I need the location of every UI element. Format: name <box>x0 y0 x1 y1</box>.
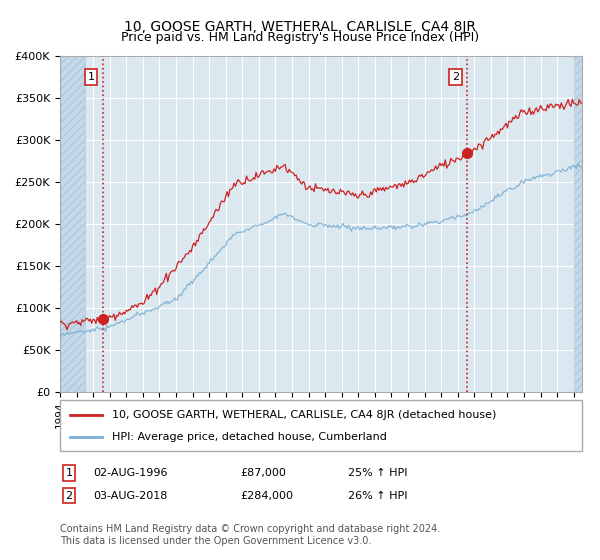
Text: HPI: Average price, detached house, Cumberland: HPI: Average price, detached house, Cumb… <box>112 432 387 442</box>
Text: 10, GOOSE GARTH, WETHERAL, CARLISLE, CA4 8JR: 10, GOOSE GARTH, WETHERAL, CARLISLE, CA4… <box>124 20 476 34</box>
Text: 10, GOOSE GARTH, WETHERAL, CARLISLE, CA4 8JR (detached house): 10, GOOSE GARTH, WETHERAL, CARLISLE, CA4… <box>112 409 497 419</box>
Bar <box>574 56 582 392</box>
Text: 03-AUG-2018: 03-AUG-2018 <box>93 491 167 501</box>
Text: 26% ↑ HPI: 26% ↑ HPI <box>348 491 407 501</box>
Text: 1: 1 <box>88 72 95 82</box>
Text: £87,000: £87,000 <box>240 468 286 478</box>
Text: 02-AUG-1996: 02-AUG-1996 <box>93 468 167 478</box>
Text: 2: 2 <box>65 491 73 501</box>
Bar <box>60 56 85 392</box>
Text: 25% ↑ HPI: 25% ↑ HPI <box>348 468 407 478</box>
Text: 1: 1 <box>65 468 73 478</box>
Text: Price paid vs. HM Land Registry's House Price Index (HPI): Price paid vs. HM Land Registry's House … <box>121 31 479 44</box>
Text: £284,000: £284,000 <box>240 491 293 501</box>
Text: Contains HM Land Registry data © Crown copyright and database right 2024.
This d: Contains HM Land Registry data © Crown c… <box>60 524 440 546</box>
Text: 2: 2 <box>452 72 459 82</box>
